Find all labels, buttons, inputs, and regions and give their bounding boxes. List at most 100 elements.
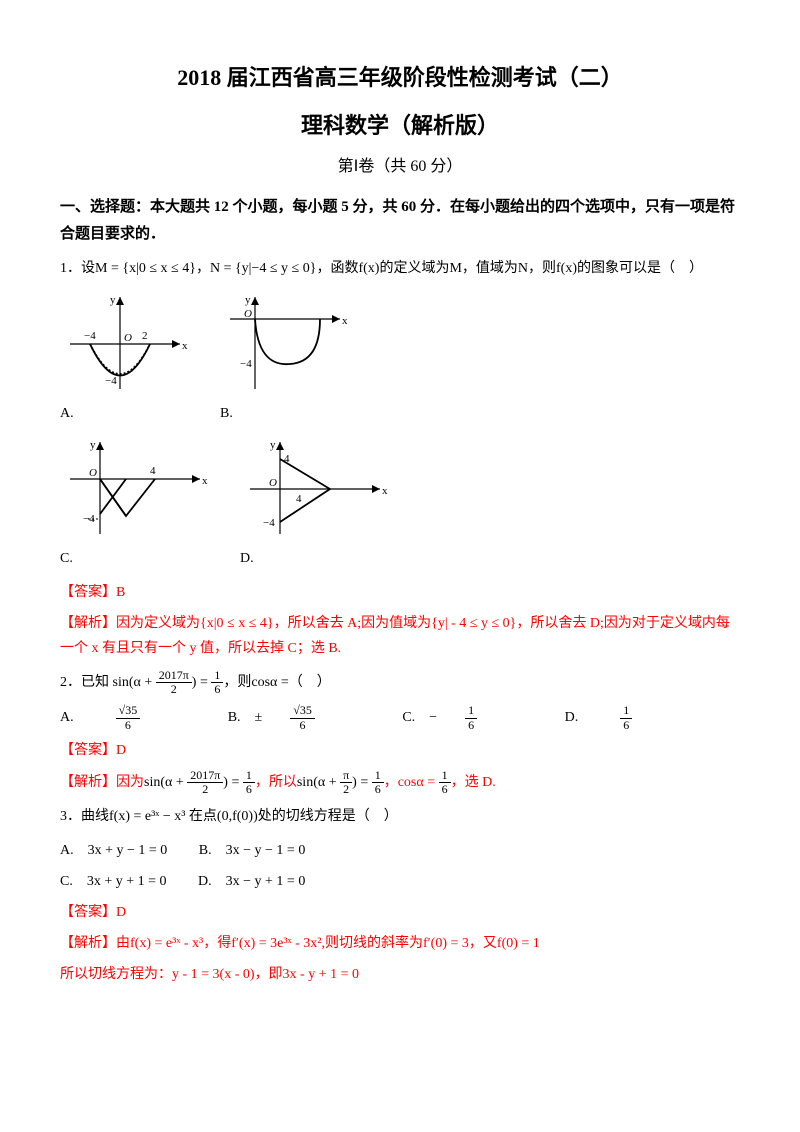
- svg-text:O: O: [269, 477, 277, 489]
- q2-opta-top: √35: [116, 704, 141, 718]
- q2-optc-pre: C. −: [402, 705, 437, 730]
- q2-ex-mid: ) =: [223, 775, 243, 790]
- svg-text:−4: −4: [240, 358, 252, 370]
- q1-text: 1．设M = {x|0 ≤ x ≤ 4}，N = {y|−4 ≤ y ≤ 0}，…: [60, 256, 740, 281]
- q1-explain-prefix: 【解析】: [60, 616, 116, 631]
- svg-text:O: O: [89, 467, 97, 479]
- svg-text:x: x: [382, 485, 388, 497]
- q2-ex3-d: 6: [439, 783, 451, 796]
- q1-label-b: B.: [220, 401, 233, 426]
- q2-frac2-n: 1: [211, 669, 223, 683]
- q3-text: 3．曲线f(x) = e³ˣ − x³ 在点(0,f(0))处的切线方程是（ ）: [60, 804, 740, 829]
- q3-opt-c: C. 3x + y + 1 = 0: [60, 869, 167, 894]
- q3-opt-a: A. 3x + y − 1 = 0: [60, 838, 167, 863]
- svg-text:y: y: [90, 439, 96, 451]
- q2-opt-d: D. 16: [565, 704, 689, 731]
- svg-text:O: O: [124, 332, 132, 344]
- title-line-1: 2018 届江西省高三年级阶段性检测考试（二）: [60, 58, 740, 98]
- svg-text:2: 2: [142, 330, 148, 342]
- q2-ex2-n: π: [340, 769, 352, 783]
- q1-label-c: C.: [60, 546, 73, 571]
- q3-explain: 【解析】由f(x) = e³ˣ - x³，得f′(x) = 3e³ˣ - 3x²…: [60, 931, 740, 956]
- q1-graph-a: x y O −4 2 −4 A.: [60, 289, 190, 426]
- q2-frac1: 2017π2: [156, 669, 192, 696]
- q2-tail: ，则cosα =（ ）: [223, 675, 330, 690]
- q2-optd-pre: D.: [565, 705, 593, 730]
- q2-options: A. √356 B. ± √356 C. − 16 D. 16: [60, 704, 740, 731]
- graph-d-svg: x y O 4 4 −4: [240, 434, 390, 544]
- q2-frac2-d: 6: [211, 683, 223, 696]
- q2-optc-top: 1: [465, 704, 477, 718]
- svg-text:4: 4: [296, 493, 302, 505]
- q1-graph-d: x y O 4 4 −4 D.: [240, 434, 390, 571]
- q3-answer: 【答案】D: [60, 900, 740, 925]
- q2-optd-bot: 6: [620, 719, 632, 732]
- graph-b-svg: x y O −4: [220, 289, 350, 399]
- q2-exp-p3: ，cosα =: [384, 775, 439, 790]
- q2-ex2-rn: 1: [372, 769, 384, 783]
- q1-explain-text: 因为定义域为{x|0 ≤ x ≤ 4}，所以舍去 A;因为值域为{y| - 4 …: [60, 616, 730, 656]
- q2-optb-bot: 6: [290, 719, 315, 732]
- q2-exp-p1: 因为: [116, 775, 144, 790]
- q2-optd-top: 1: [620, 704, 632, 718]
- q2-exp-eq1: sin(α + 2017π2) = 16: [144, 775, 255, 790]
- q2-opt-b: B. ± √356: [228, 704, 371, 731]
- q2-optb-top: √35: [290, 704, 315, 718]
- q1-answer: 【答案】B: [60, 580, 740, 605]
- q2-ex3-n: 1: [439, 769, 451, 783]
- q1-graphs-row1: x y O −4 2 −4 A. x y O −4 B.: [60, 289, 740, 426]
- q2-explain-prefix: 【解析】: [60, 775, 116, 790]
- q2-ex-f2n: 1: [243, 769, 255, 783]
- q1-explain: 【解析】因为定义域为{x|0 ≤ x ≤ 4}，所以舍去 A;因为值域为{y| …: [60, 611, 740, 661]
- q2-ex-lhs: sin(α +: [144, 775, 187, 790]
- graph-c-svg: x y O 4 −4: [60, 434, 210, 544]
- q2-ex2-rd: 6: [372, 783, 384, 796]
- q3-explain-line2: 所以切线方程为：y - 1 = 3(x - 0)，即3x - y + 1 = 0: [60, 962, 740, 987]
- q1-graph-c: x y O 4 −4 C.: [60, 434, 210, 571]
- svg-text:x: x: [182, 340, 188, 352]
- q2-ex-f1n: 2017π: [187, 769, 223, 783]
- q2-opt-c: C. − 16: [402, 704, 533, 731]
- svg-text:−4: −4: [105, 375, 117, 387]
- q3-explain-text: 由f(x) = e³ˣ - x³，得f′(x) = 3e³ˣ - 3x²,则切线…: [116, 936, 540, 951]
- q2-opta-bot: 6: [116, 719, 141, 732]
- q2-frac1-n: 2017π: [156, 669, 192, 683]
- q2-ex-f2d: 6: [243, 783, 255, 796]
- q1-label-a: A.: [60, 401, 74, 426]
- q1-label-d: D.: [240, 546, 254, 571]
- svg-text:y: y: [110, 294, 116, 306]
- svg-text:O: O: [244, 308, 252, 320]
- title-line-2: 理科数学（解析版）: [60, 106, 740, 146]
- q2-eq-lhs: sin(α +: [113, 675, 156, 690]
- q2-ex2-d: 2: [340, 783, 352, 796]
- q3-opt-d: D. 3x − y + 1 = 0: [198, 869, 305, 894]
- q1-graph-b: x y O −4 B.: [220, 289, 350, 426]
- svg-text:y: y: [270, 439, 276, 451]
- q3-options-row2: C. 3x + y + 1 = 0 D. 3x − y + 1 = 0: [60, 869, 740, 894]
- svg-text:−4: −4: [84, 330, 96, 342]
- svg-text:y: y: [245, 294, 251, 306]
- q2-eq-mid: ) =: [192, 675, 212, 690]
- graph-a-svg: x y O −4 2 −4: [60, 289, 190, 399]
- q2-ex2-r: ) =: [352, 775, 372, 790]
- q2-frac1-d: 2: [156, 683, 192, 696]
- q2-exp-p4: ，选 D.: [451, 775, 496, 790]
- q3-explain-prefix: 【解析】: [60, 936, 116, 951]
- svg-text:4: 4: [150, 465, 156, 477]
- q2-answer: 【答案】D: [60, 738, 740, 763]
- q2-opta-pre: A.: [60, 705, 88, 730]
- q2-explain: 【解析】因为sin(α + 2017π2) = 16，所以sin(α + π2)…: [60, 769, 740, 796]
- q2-optc-bot: 6: [465, 719, 477, 732]
- q2-exp-eq2: sin(α + π2) = 16: [297, 775, 384, 790]
- q2-text: 2．已知 sin(α + 2017π2) = 16，则cosα =（ ）: [60, 669, 740, 696]
- q3-options-row1: A. 3x + y − 1 = 0 B. 3x − y − 1 = 0: [60, 838, 740, 863]
- section-heading: 一、选择题：本大题共 12 个小题，每小题 5 分，共 60 分．在每小题给出的…: [60, 194, 740, 248]
- q2-ex-f1d: 2: [187, 783, 223, 796]
- q2-frac2: 16: [211, 669, 223, 696]
- q2-ex2-l: sin(α +: [297, 775, 340, 790]
- q2-optb-pre: B. ±: [228, 705, 263, 730]
- q2-opt-a: A. √356: [60, 704, 196, 731]
- q2-exp-p2: ，所以: [255, 775, 297, 790]
- q2-prefix: 2．已知: [60, 675, 109, 690]
- svg-text:−4: −4: [263, 517, 275, 529]
